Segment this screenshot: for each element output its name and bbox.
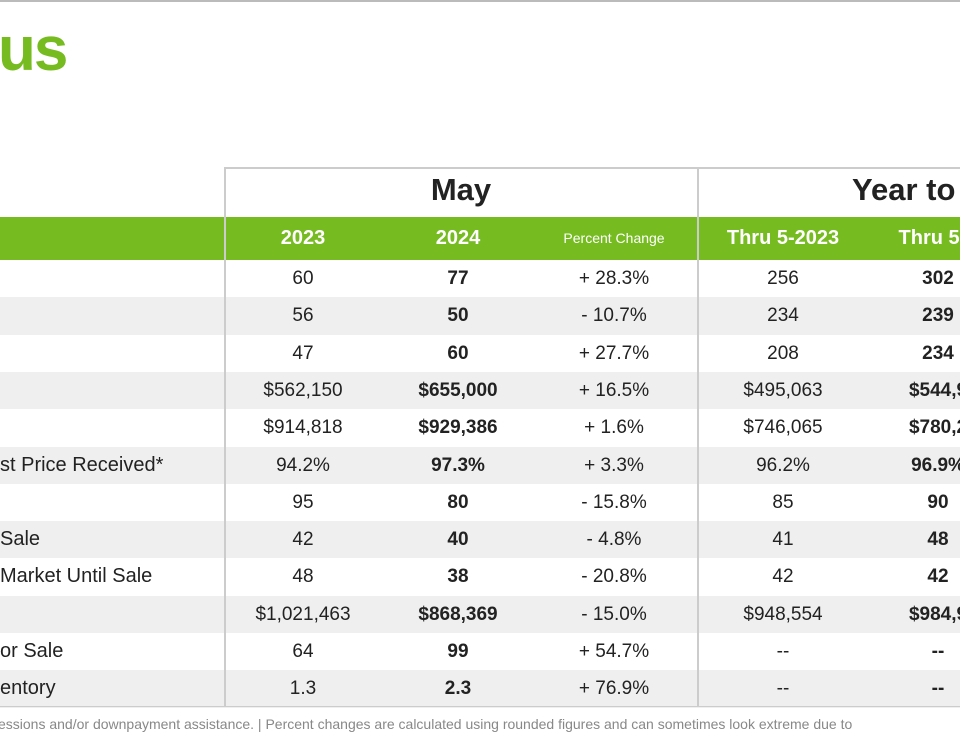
- table-cell: 60: [292, 268, 314, 289]
- row-label: Market Until Sale: [0, 565, 153, 588]
- table-cell: --: [931, 641, 945, 662]
- table-cell: --: [776, 641, 790, 662]
- table-top-border: [224, 167, 960, 169]
- table-cell: 42: [292, 529, 314, 551]
- table-cell: 64: [292, 641, 314, 662]
- table-cell: + 16.5%: [578, 379, 650, 401]
- table-row: [0, 595, 960, 633]
- table-cell: $1,021,463: [255, 603, 351, 625]
- table-cell: 208: [767, 342, 799, 364]
- table-cell: $562,150: [263, 379, 343, 401]
- table-cell: + 3.3%: [584, 454, 644, 476]
- table-cell: 38: [447, 566, 469, 588]
- table-cell: 48: [292, 566, 314, 588]
- table-cell: $655,000: [418, 379, 498, 401]
- table-cell: $914,818: [263, 417, 343, 439]
- table-cell: --: [931, 678, 945, 700]
- table-cell: $746,065: [743, 417, 823, 439]
- table-cell: 96.2%: [756, 454, 810, 476]
- table-cell: + 28.3%: [578, 268, 650, 289]
- column-header: Thru 5-2: [898, 227, 960, 249]
- table-cell: 2.3: [444, 678, 472, 700]
- table-cell: + 76.9%: [578, 678, 650, 700]
- table-cell: 99: [447, 641, 469, 662]
- table-row: [0, 558, 960, 596]
- table-cell: 41: [772, 529, 794, 551]
- table-cell: 42: [772, 566, 794, 588]
- table-cell: $544,9: [908, 379, 960, 401]
- table-cell: - 20.8%: [581, 566, 647, 588]
- row-label: Sale: [0, 528, 41, 551]
- table-cell: $984,9: [908, 603, 960, 625]
- table-row: [0, 297, 960, 335]
- table-cell: 47: [292, 342, 314, 364]
- footnote: essions and/or downpayment assistance. |…: [0, 716, 853, 732]
- table-cell: 40: [447, 529, 469, 551]
- column-header: 2024: [435, 227, 481, 249]
- column-header: Thru 5-2023: [726, 227, 840, 249]
- row-label: or Sale: [0, 640, 64, 662]
- table-row: [0, 670, 960, 708]
- table-cell: 80: [447, 491, 469, 513]
- table-cell: $948,554: [743, 603, 823, 625]
- table-cell: $929,386: [418, 417, 498, 439]
- table-cell: $868,369: [418, 603, 498, 625]
- table-row: [0, 521, 960, 559]
- table-cell: - 10.7%: [581, 305, 647, 327]
- top-rule: [0, 0, 960, 2]
- column-header: 2023: [280, 227, 326, 249]
- table-cell: $495,063: [743, 379, 823, 401]
- table-row: [0, 446, 960, 484]
- table-cell: 234: [922, 342, 954, 364]
- table-cell: 97.3%: [431, 454, 485, 476]
- table-cell: 60: [447, 342, 469, 364]
- table-cell: + 54.7%: [578, 641, 650, 662]
- group-header: May: [430, 172, 492, 207]
- table-cell: 302: [922, 268, 954, 289]
- row-label: st Price Received*: [0, 453, 164, 476]
- table-bottom-border: [0, 706, 960, 707]
- table-cell: 77: [447, 268, 469, 289]
- table-row: [0, 633, 960, 671]
- table-cell: 1.3: [289, 678, 317, 700]
- header-band: [0, 217, 960, 260]
- table-cell: - 15.8%: [581, 491, 647, 513]
- table-cell: 239: [922, 305, 954, 327]
- table-row: [0, 409, 960, 447]
- table-cell: 94.2%: [276, 454, 330, 476]
- table-cell: 96.9%: [911, 454, 960, 476]
- table-cell: 234: [767, 305, 799, 327]
- table-cell: 95: [292, 491, 314, 513]
- page-title: us: [0, 15, 68, 84]
- table-cell: 90: [927, 491, 949, 513]
- table-cell: + 1.6%: [584, 417, 644, 439]
- row-label: entory: [0, 677, 56, 700]
- table-cell: - 4.8%: [586, 529, 642, 551]
- table-cell: + 27.7%: [578, 342, 650, 364]
- table-row: [0, 483, 960, 522]
- table-cell: 56: [292, 305, 314, 327]
- table-cell: 85: [772, 491, 794, 513]
- table-cell: 42: [927, 566, 949, 588]
- group-header: Year to: [852, 172, 956, 207]
- table-cell: --: [776, 678, 790, 700]
- table-row: [0, 371, 960, 410]
- table-row: [0, 334, 960, 372]
- column-divider: [697, 167, 699, 707]
- column-header: Percent Change: [563, 230, 665, 246]
- table-row: [0, 260, 960, 298]
- table-cell: 50: [447, 305, 469, 327]
- table-cell: 48: [927, 529, 949, 551]
- table-cell: $780,2: [908, 417, 960, 439]
- column-divider: [224, 167, 226, 707]
- table-cell: - 15.0%: [581, 603, 647, 625]
- table-cell: 256: [767, 268, 799, 289]
